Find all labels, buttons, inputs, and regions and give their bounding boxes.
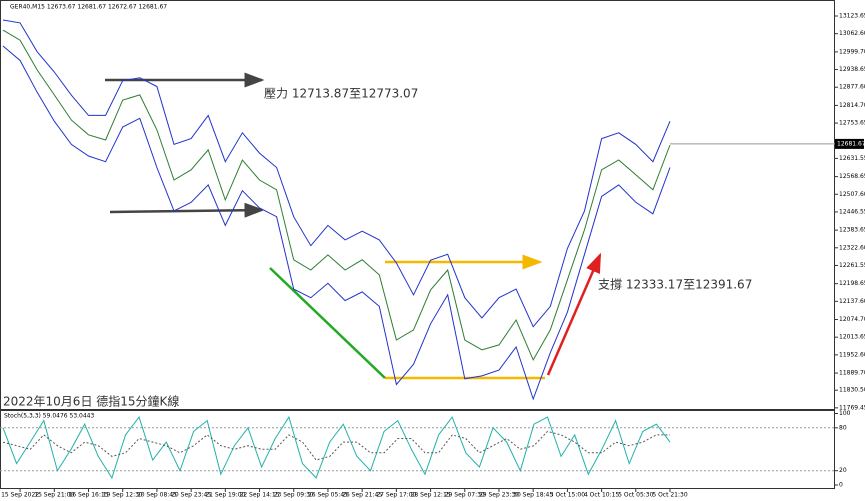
stoch-pane [0, 410, 835, 489]
y-tick-label: 12814.70 [839, 102, 865, 109]
x-tick-label: 15 Sep 21:00 [34, 492, 74, 499]
caption: 2022年10月6日 德指15分鐘K線 [3, 394, 179, 409]
y-tick-label: 13062.60 [839, 30, 865, 37]
x-tick-label: 27 Sep 17:00 [376, 492, 416, 499]
chart-header: GER40,M15 12673.67 12681.67 12672.67 126… [10, 4, 167, 11]
x-tick-label: 16 Sep 16:15 [68, 492, 108, 499]
y-tick-label: 80 [839, 424, 847, 431]
price-label: 12681.67 [837, 140, 865, 147]
series-line [2, 29, 671, 362]
x-tick-label: 26 Sep 21:45 [342, 492, 382, 499]
y-tick-label: 11769.45 [839, 404, 865, 411]
y-tick-label: 12507.60 [839, 191, 865, 198]
y-tick-label: 11889.70 [839, 370, 865, 377]
y-tick-label: 11830.50 [839, 387, 865, 394]
y-tick-label: 12938.65 [839, 66, 865, 73]
series-line [2, 45, 671, 401]
y-tick-label: 12137.60 [839, 298, 865, 305]
trend-arrow [546, 252, 602, 376]
series-line [2, 19, 671, 328]
annotation: 支撐 12333.17至12391.67 [598, 278, 752, 292]
x-tick-label: 19 Sep 12:30 [103, 492, 143, 499]
x-tick-label: 5 Oct 21:30 [652, 492, 687, 499]
stoch-header: Stoch(5,3,3) 59.0476 53.0443 [4, 413, 95, 420]
x-tick-label: 20 Sep 23:45 [171, 492, 211, 499]
y-tick-label: 12446.55 [839, 208, 865, 215]
y-tick-label: 12753.65 [839, 120, 865, 127]
x-tick-label: 20 Sep 08:45 [137, 492, 177, 499]
trend-line [269, 267, 386, 379]
main-pane [0, 0, 835, 410]
y-tick-label: 12261.55 [839, 262, 865, 269]
y-tick-label: 12013.65 [839, 334, 865, 341]
y-tick-label: 12568.65 [839, 173, 865, 180]
x-tick-label: 15 Sep 2022 [1, 492, 39, 499]
x-tick-label: 29 Sep 23:30 [479, 492, 519, 499]
y-tick-label: 13123.65 [839, 13, 865, 20]
y-tick-label: 12999.70 [839, 48, 865, 55]
series-line [2, 415, 671, 480]
y-tick-label: 12877.60 [839, 84, 865, 91]
y-tick-label: 12198.65 [839, 280, 865, 287]
y-tick-label: 100 [839, 410, 851, 417]
y-tick-label: 0 [839, 482, 843, 489]
x-tick-label: 3 Oct 15:00 [550, 492, 585, 499]
x-tick-label: 29 Sep 07:30 [445, 492, 485, 499]
y-tick-label: 12631.55 [839, 155, 865, 162]
x-tick-label: 23 Sep 09:30 [274, 492, 314, 499]
x-tick-label: 21 Sep 19:00 [205, 492, 245, 499]
y-tick-label: 12383.65 [839, 227, 865, 234]
price-label-box [835, 138, 864, 149]
annotation: 壓力 12713.87至12773.07 [264, 87, 418, 101]
x-tick-label: 30 Sep 18:45 [513, 492, 553, 499]
x-tick-label: 26 Sep 05:45 [308, 492, 348, 499]
y-tick-label: 20 [839, 467, 847, 474]
y-tick-label: 12322.60 [839, 244, 865, 251]
x-tick-label: 28 Sep 12:15 [411, 492, 451, 499]
x-tick-label: 22 Sep 14:15 [240, 492, 280, 499]
resistance-arrow [109, 202, 265, 218]
x-tick-label: 5 Oct 05:30 [618, 492, 653, 499]
y-tick-label: 11952.60 [839, 351, 865, 358]
y-tick-label: 12074.70 [839, 316, 865, 323]
x-tick-label: 4 Oct 10:15 [584, 492, 619, 499]
series-line [2, 430, 670, 461]
